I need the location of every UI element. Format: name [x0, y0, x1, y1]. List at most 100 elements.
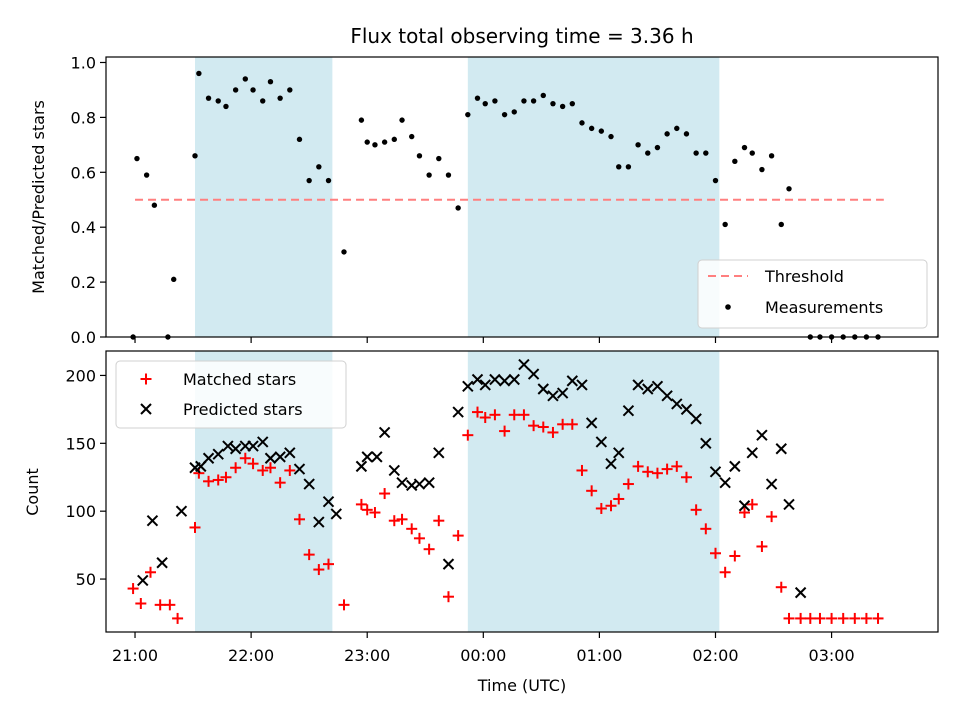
legend-measurements-marker — [725, 304, 731, 310]
measurement-point — [732, 158, 738, 165]
measurement-point — [474, 95, 481, 101]
matched-star-point — [230, 462, 242, 474]
matched-star-point — [361, 504, 373, 516]
measurement-point — [399, 117, 405, 123]
predicted-star-point — [576, 379, 588, 391]
measurement-point — [540, 92, 546, 99]
measurement-point — [364, 139, 370, 145]
top-y-axis-label: Matched/Predicted stars — [29, 100, 48, 294]
chart-title: Flux total observing time = 3.36 h — [350, 24, 693, 48]
predicted-star-point — [442, 558, 455, 570]
predicted-star-point — [518, 358, 530, 371]
predicted-star-point — [719, 476, 731, 489]
count-panel: 50 100 150 200 21:00 22:00 23:00 00:00 01:00 02:… — [23, 350, 939, 695]
matched-star-point — [860, 612, 872, 624]
top-y-tick-label: 0.0 — [71, 328, 96, 347]
predicted-star-point — [137, 574, 149, 587]
predicted-star-point — [471, 373, 484, 386]
measurement-point — [664, 131, 670, 137]
predicted-star-point — [765, 478, 778, 490]
top-y-tick-label: 0.6 — [71, 163, 96, 182]
measurement-point — [223, 103, 229, 110]
matched-star-point — [837, 612, 849, 624]
measurement-point — [215, 98, 221, 104]
matched-star-point — [586, 485, 598, 497]
matched-star-point — [164, 599, 176, 611]
matched-star-point — [508, 409, 520, 421]
matched-star-point — [135, 597, 147, 609]
predicted-star-point — [355, 460, 368, 473]
matched-star-point — [313, 564, 325, 576]
measurement-point — [372, 142, 378, 148]
measurement-point — [749, 150, 755, 156]
predicted-star-point — [247, 440, 259, 452]
measurement-point — [277, 95, 283, 101]
top-observing-window — [195, 57, 333, 337]
top-observing-windows — [195, 57, 720, 337]
matched-star-point — [284, 464, 296, 476]
top-y-tick-label: 0.8 — [71, 108, 96, 127]
matched-star-point — [528, 420, 540, 432]
predicted-star-point — [396, 476, 408, 489]
measurement-point — [325, 177, 332, 184]
predicted-star-point — [498, 375, 511, 387]
measurement-point — [712, 177, 719, 184]
predicted-star-point — [661, 390, 673, 402]
x-tick-label: 22:00 — [228, 646, 274, 665]
matched-star-point — [127, 583, 139, 595]
measurement-point — [645, 150, 651, 156]
predicted-star-point — [388, 464, 401, 477]
measurement-point — [296, 136, 303, 143]
measurement-point — [205, 95, 212, 101]
matched-star-point — [423, 543, 435, 555]
measurement-point — [316, 164, 322, 170]
bottom-legend: Matched stars Predicted stars — [115, 360, 347, 429]
x-tick-label: 00:00 — [460, 646, 506, 665]
predicted-star-point — [212, 448, 224, 460]
legend-predicted-marker — [140, 403, 152, 415]
measurement-point — [579, 120, 585, 126]
matched-star-point — [661, 463, 673, 475]
matched-star-point — [814, 612, 826, 624]
bottom-y-ticks: 50 100 150 200 — [65, 366, 106, 589]
matched-star-point — [338, 599, 350, 611]
ratio-panel: 0.0 0.2 0.4 0.6 0.8 1.0 Matched/Predicted sta… — [29, 53, 939, 347]
matched-star-point — [622, 478, 634, 490]
x-axis-label: Time (UTC) — [477, 676, 566, 695]
predicted-star-point — [642, 383, 654, 395]
measurement-point — [501, 111, 508, 118]
bottom-legend-box — [115, 360, 347, 429]
matched-star-point — [849, 612, 861, 624]
matched-star-point — [203, 475, 215, 487]
predicted-star-point — [595, 436, 608, 448]
measurement-point — [635, 142, 641, 148]
measurement-point — [381, 139, 388, 145]
matched-star-point — [406, 523, 418, 535]
legend-matched-label: Matched stars — [183, 370, 296, 389]
matched-star-point — [518, 409, 530, 421]
matched-star-point — [690, 504, 702, 516]
matched-star-point — [220, 471, 232, 483]
measurement-point — [267, 79, 274, 85]
predicted-star-point — [264, 452, 277, 464]
predicted-star-point — [313, 516, 325, 528]
measurement-point — [741, 144, 748, 151]
matched-star-point — [566, 418, 578, 430]
matched-star-point — [746, 498, 758, 510]
predicted-star-point — [605, 457, 617, 470]
matched-star-point — [783, 612, 795, 624]
measurement-point — [492, 98, 498, 104]
predicted-star-point — [680, 403, 693, 416]
measurement-point — [616, 164, 622, 170]
matched-star-point — [462, 429, 474, 441]
x-tick-label: 21:00 — [112, 646, 158, 665]
measurement-point — [134, 155, 140, 162]
measurement-point — [521, 98, 527, 104]
matched-star-point — [499, 425, 511, 437]
measurement-point — [143, 172, 150, 178]
measurement-point — [341, 249, 347, 255]
matched-star-point — [642, 466, 654, 478]
predicted-star-point — [622, 405, 635, 417]
matched-star-point — [442, 591, 454, 603]
